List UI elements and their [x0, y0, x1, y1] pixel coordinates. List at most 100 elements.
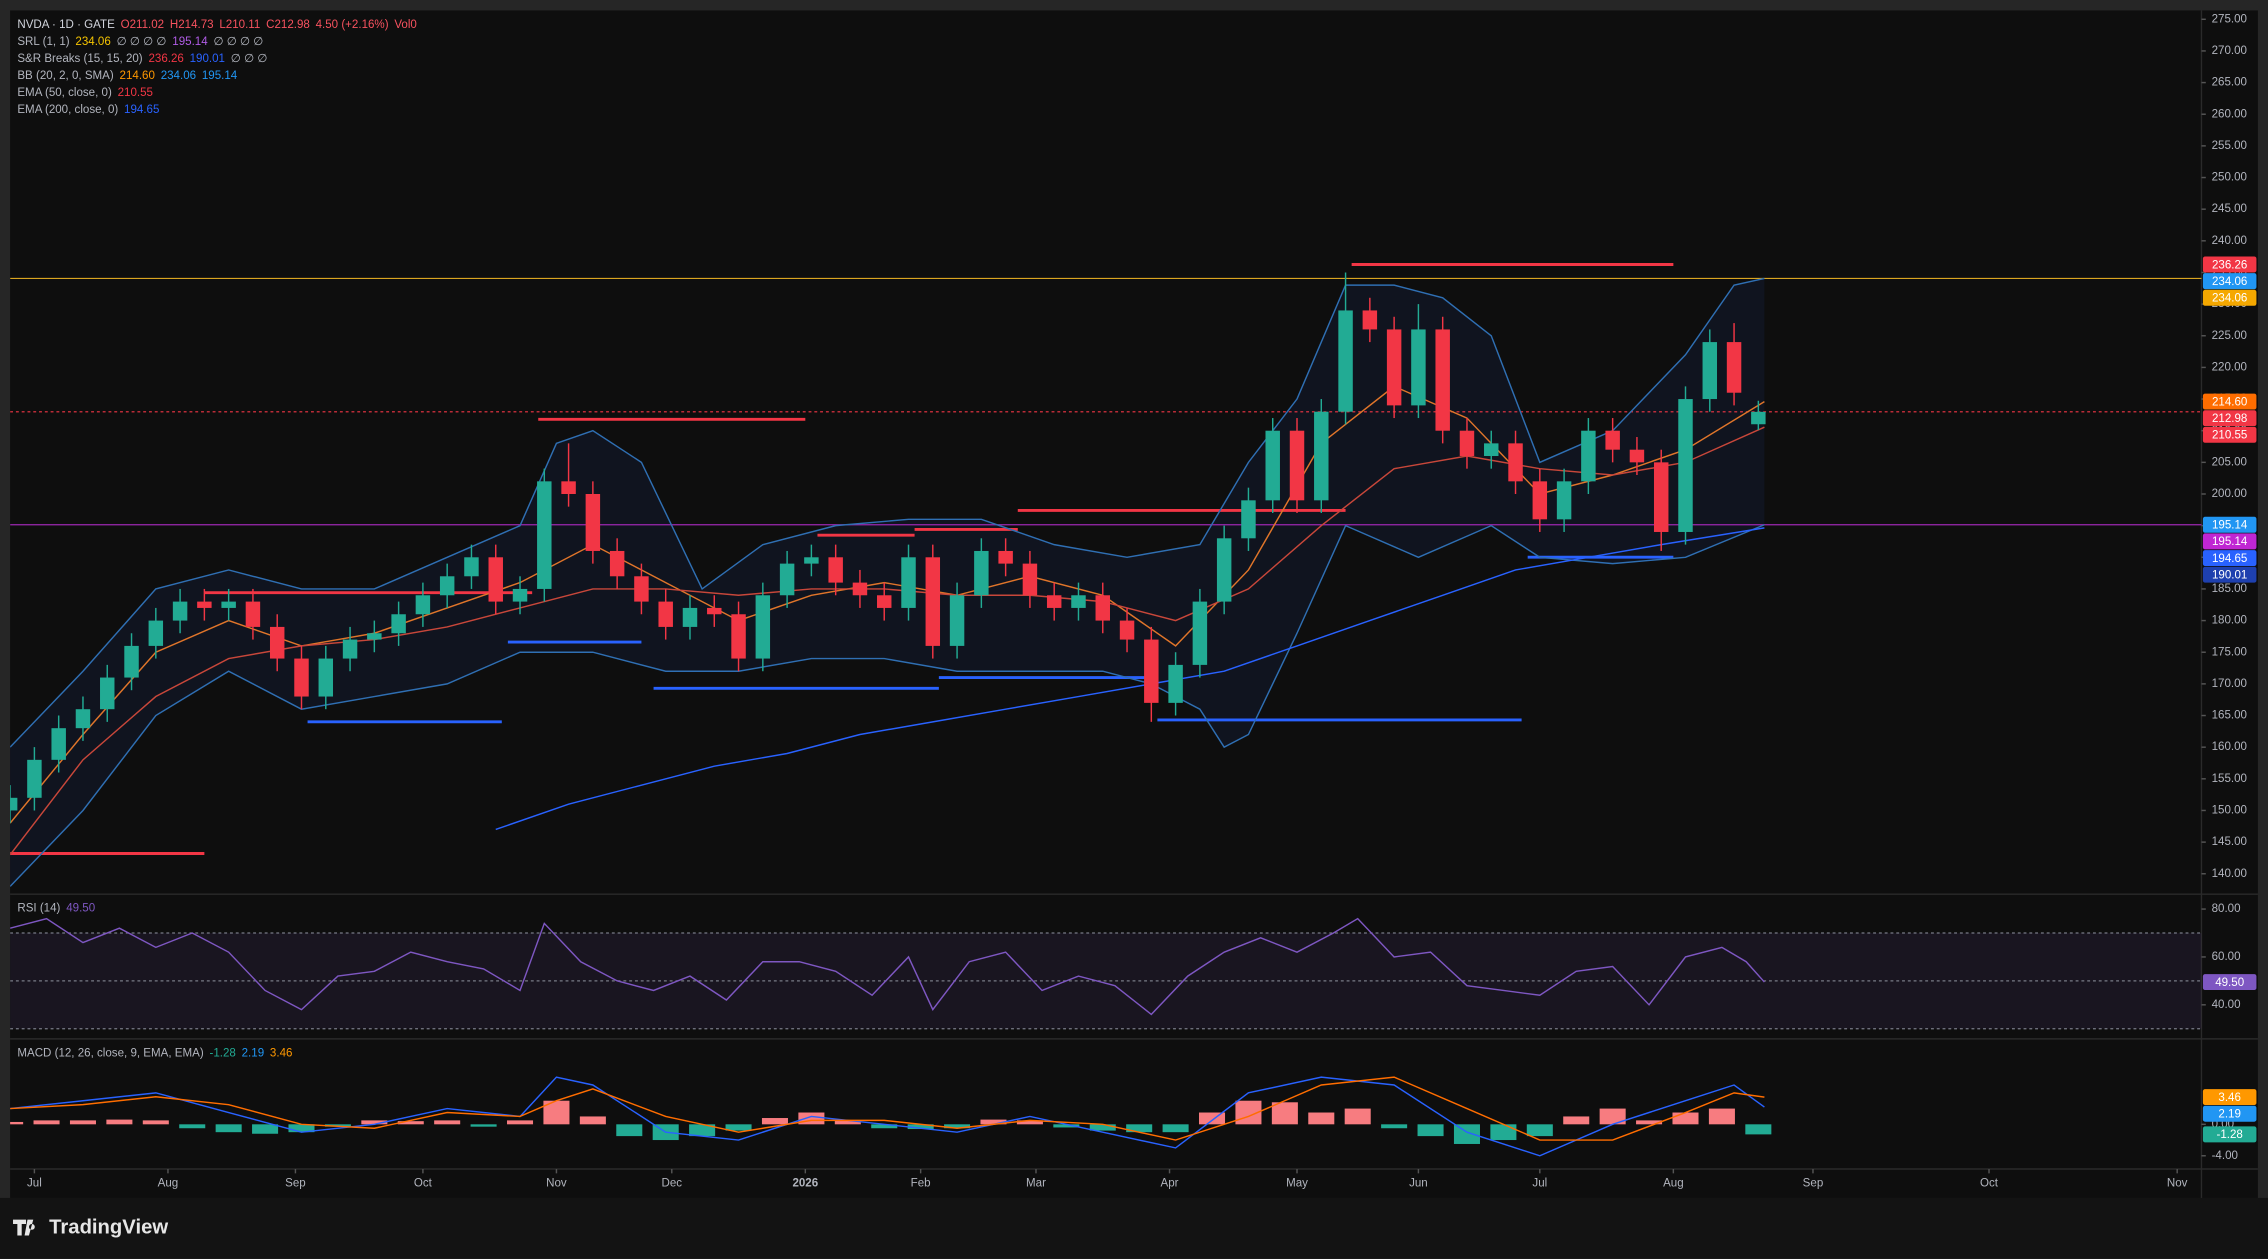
candle-body	[804, 557, 819, 564]
y-tick-label: 270.00	[2212, 45, 2247, 57]
histogram-bar	[507, 1120, 534, 1125]
y-tick-label: 225.00	[2212, 330, 2247, 342]
price-badge-label: 190.01	[2212, 569, 2247, 581]
candle-body	[512, 588, 528, 602]
histogram-bar	[871, 1124, 898, 1129]
indicator-line	[10, 1076, 1765, 1141]
candle-body	[1241, 500, 1256, 539]
candle-body	[197, 601, 212, 608]
candle-body	[148, 620, 164, 646]
histogram-bar	[1672, 1112, 1699, 1125]
y-tick-label: 175.00	[2212, 646, 2247, 658]
legend-item: 190.01	[190, 53, 225, 65]
candle-body	[245, 601, 261, 627]
histogram-bar	[689, 1124, 716, 1137]
pane	[10, 1076, 1772, 1157]
y-tick-label: 150.00	[2212, 805, 2247, 817]
y-tick-label: 165.00	[2212, 710, 2247, 722]
price-badge-label: 236.26	[2212, 259, 2247, 271]
candle-body	[1556, 481, 1572, 520]
price-badge	[2202, 289, 2257, 306]
legend-item: L210.11	[219, 19, 260, 31]
legend-item: EMA (200, close, 0)	[17, 104, 118, 116]
candle-body	[828, 557, 843, 583]
candle-body	[1095, 595, 1110, 621]
price-badge-label: 49.50	[2215, 977, 2244, 989]
legend-line: SRL (1, 1) 234.06 ∅ ∅ ∅ ∅ 195.14 ∅ ∅ ∅ ∅	[17, 36, 263, 48]
histogram-bar	[361, 1120, 388, 1125]
candle-body	[998, 550, 1013, 564]
legend-item: EMA (50, close, 0)	[17, 87, 112, 99]
y-tick-label: 260.00	[2212, 108, 2247, 120]
pane-legend: RSI (14) 49.50	[17, 903, 95, 915]
candle-body	[1192, 601, 1208, 665]
x-tick-label: Oct	[414, 1178, 433, 1190]
histogram-bar	[1199, 1112, 1226, 1125]
legend-item: 214.60	[120, 70, 155, 82]
candle-body	[367, 633, 382, 640]
histogram-bar	[69, 1120, 96, 1125]
x-tick-label: Mar	[1026, 1178, 1046, 1190]
candle-body	[1119, 620, 1135, 640]
histogram-bar	[1053, 1124, 1080, 1128]
histogram-bar	[1271, 1102, 1298, 1125]
indicator-line	[10, 1076, 1765, 1157]
legend-line: NVDA · 1D · GATE O211.02 H214.73 L210.11 C21…	[17, 19, 417, 31]
x-tick-label: Nov	[2167, 1178, 2188, 1190]
histogram-bar	[288, 1124, 315, 1133]
histogram-bar	[761, 1118, 788, 1125]
candle-body	[1386, 329, 1402, 406]
price-badge	[2202, 566, 2257, 583]
candle-body	[561, 481, 576, 494]
y-tick-label: 200.00	[2212, 488, 2247, 500]
histogram-bar	[106, 1119, 133, 1125]
x-tick-label: Aug	[158, 1178, 179, 1190]
histogram-bar	[434, 1120, 461, 1125]
legend-item: 210.55	[118, 87, 153, 99]
candle-body	[1144, 639, 1159, 703]
histogram-bar	[834, 1120, 861, 1125]
price-badge-label: 234.06	[2212, 293, 2247, 305]
x-tick-label: Jun	[1409, 1178, 1428, 1190]
candle-body	[755, 595, 771, 659]
price-badge-label: 195.14	[2212, 520, 2248, 532]
histogram-bar	[1308, 1112, 1335, 1125]
indicator-line	[495, 527, 1765, 831]
candle-body	[901, 557, 916, 608]
price-badge-label: 3.46	[2218, 1092, 2241, 1104]
price-badge-label: 210.55	[2212, 430, 2247, 442]
y-tick-label: 255.00	[2212, 140, 2247, 152]
histogram-bar	[944, 1124, 971, 1129]
price-badge-label: 2.19	[2218, 1109, 2241, 1121]
candle-body	[1362, 310, 1378, 330]
y-tick-label: 40.00	[2212, 999, 2241, 1011]
histogram-bar	[1526, 1124, 1553, 1137]
price-badge	[2202, 1126, 2257, 1143]
candle-body	[221, 601, 236, 608]
candle-body	[488, 557, 503, 602]
price-badge	[2202, 410, 2257, 427]
histogram-bar	[1636, 1120, 1663, 1125]
x-tick-label: Sep	[285, 1178, 306, 1190]
candle-body	[537, 481, 552, 589]
y-tick-label: 60.00	[2212, 951, 2241, 963]
candle-body	[852, 582, 868, 596]
y-tick-label: 140.00	[2212, 868, 2247, 880]
candle-body	[269, 626, 285, 659]
y-tick-label: 265.00	[2212, 77, 2247, 89]
candle-body	[1508, 443, 1523, 482]
histogram-bar	[1453, 1124, 1480, 1144]
legend-item: Vol0	[394, 19, 417, 31]
price-badge	[2202, 426, 2257, 443]
histogram-bar	[179, 1124, 206, 1129]
candle-body	[731, 614, 746, 659]
price-badge	[2202, 974, 2257, 991]
x-tick-label: Jul	[1532, 1178, 1547, 1190]
price-badge-label: -1.28	[2216, 1129, 2242, 1141]
legend-item: 194.65	[124, 104, 159, 116]
x-tick-label: Sep	[1803, 1178, 1824, 1190]
histogram-bar	[1563, 1116, 1590, 1125]
histogram-bar	[1089, 1124, 1116, 1131]
x-tick-label: Aug	[1663, 1178, 1684, 1190]
